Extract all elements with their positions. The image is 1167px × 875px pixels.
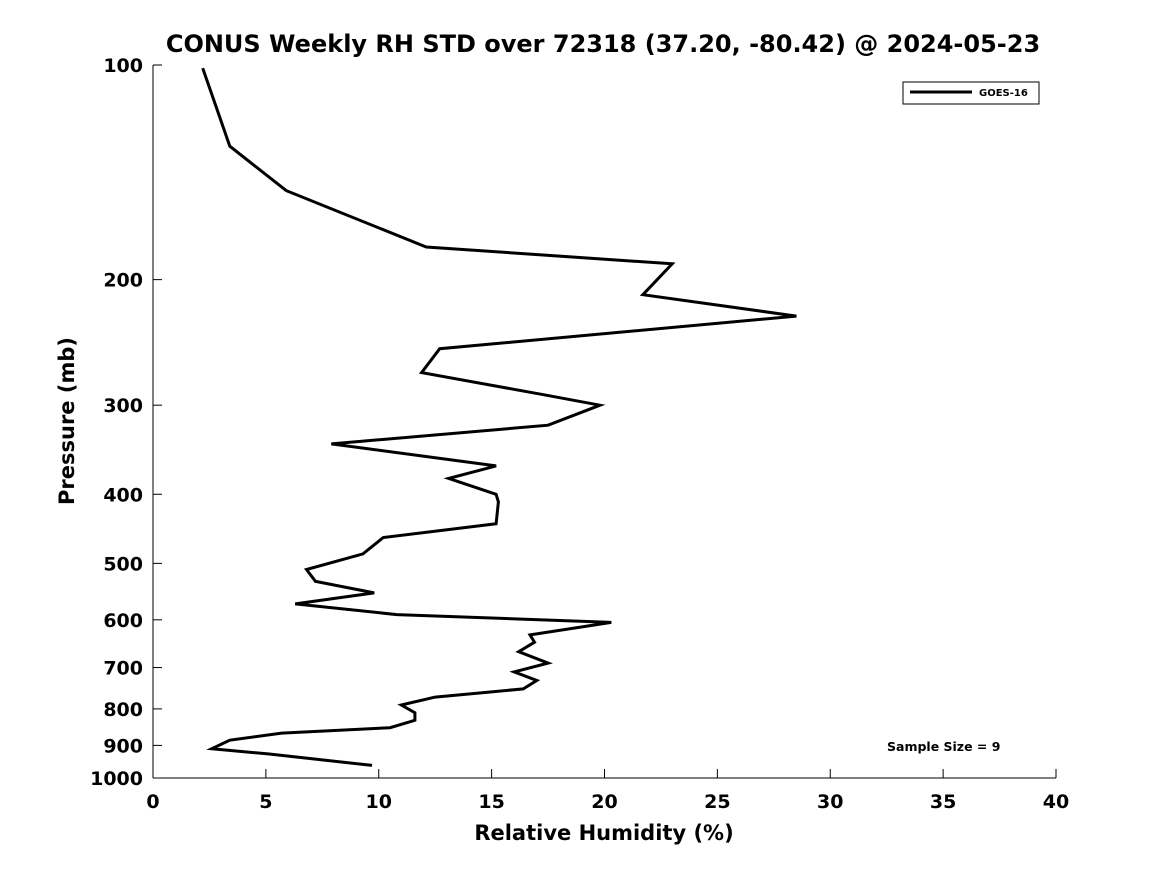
y-tick-label: 800 <box>103 699 143 721</box>
y-tick-label: 100 <box>103 55 143 77</box>
y-axis-label: Pressure (mb) <box>55 337 79 505</box>
x-tick-label: 25 <box>704 791 730 813</box>
x-tick-label: 40 <box>1043 791 1069 813</box>
plot-area <box>153 65 1056 778</box>
y-tick-label: 700 <box>103 658 143 680</box>
sample-size-annotation: Sample Size = 9 <box>887 739 1000 754</box>
series-line-goes-16 <box>201 67 797 767</box>
x-tick-label: 10 <box>366 791 392 813</box>
x-tick-label: 20 <box>591 791 617 813</box>
x-tick-label: 30 <box>817 791 843 813</box>
x-ticks: 0 5 10 15 20 25 30 35 40 <box>146 769 1069 813</box>
y-tick-label: 300 <box>103 395 143 417</box>
x-tick-label: 5 <box>259 791 272 813</box>
y-tick-label: 600 <box>103 610 143 632</box>
x-tick-label: 15 <box>478 791 504 813</box>
chart-title: CONUS Weekly RH STD over 72318 (37.20, -… <box>166 30 1040 58</box>
y-tick-label: 900 <box>103 735 143 757</box>
y-tick-label: 200 <box>103 270 143 292</box>
y-ticks: 100 200 300 400 500 600 700 800 900 1000 <box>90 55 162 790</box>
y-tick-label: 400 <box>103 484 143 506</box>
legend: GOES-16 <box>902 81 1040 105</box>
y-tick-label: 1000 <box>90 768 143 790</box>
x-tick-label: 35 <box>930 791 956 813</box>
x-tick-label: 0 <box>146 791 159 813</box>
legend-label: GOES-16 <box>979 88 1028 99</box>
x-axis-label: Relative Humidity (%) <box>474 821 733 845</box>
y-tick-label: 500 <box>103 553 143 575</box>
